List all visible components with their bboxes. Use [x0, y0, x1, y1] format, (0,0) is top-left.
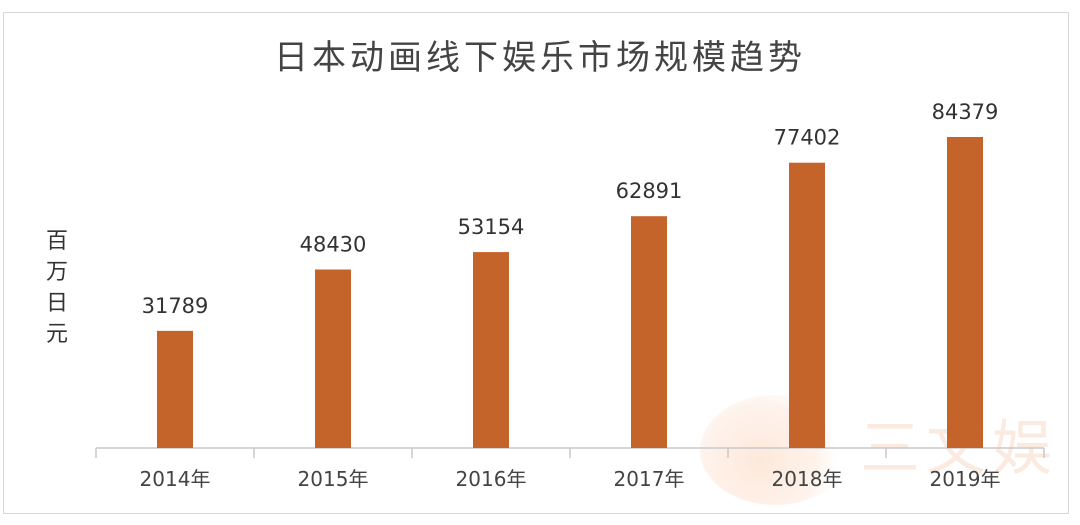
- x-tick-label: 2014年: [140, 467, 211, 491]
- bar: [157, 330, 193, 448]
- y-axis-label: 百万日元: [45, 229, 68, 347]
- x-tick-label: 2019年: [930, 467, 1001, 491]
- data-label: 48430: [300, 232, 367, 256]
- bar: [473, 252, 509, 448]
- data-label: 53154: [458, 215, 525, 239]
- bar: [315, 269, 351, 448]
- x-tick-label: 2015年: [298, 467, 369, 491]
- bar: [789, 162, 825, 448]
- chart-frame: [3, 12, 1069, 514]
- bar: [947, 137, 983, 448]
- data-label: 84379: [932, 100, 999, 124]
- x-tick-label: 2016年: [456, 467, 527, 491]
- data-label: 62891: [616, 179, 683, 203]
- data-label: 77402: [774, 126, 841, 150]
- data-label: 31789: [142, 294, 209, 318]
- bar: [631, 216, 667, 448]
- chart-title: 日本动画线下娱乐市场规模趋势: [274, 38, 806, 78]
- x-tick-label: 2017年: [614, 467, 685, 491]
- x-tick-label: 2018年: [772, 467, 843, 491]
